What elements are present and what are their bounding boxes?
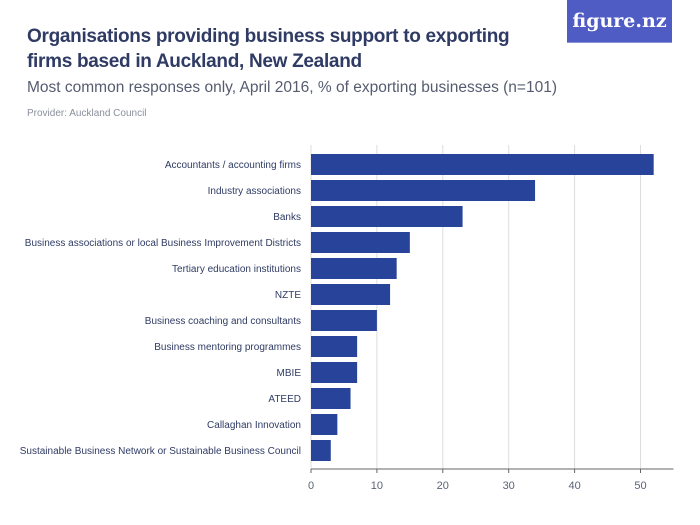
x-tick-label: 0 — [308, 480, 314, 492]
bar — [311, 284, 391, 305]
bar — [311, 336, 358, 357]
bar — [311, 154, 654, 175]
provider-label: Provider: Auckland Council — [27, 108, 147, 119]
bar — [311, 180, 536, 201]
figure-nz-logo[interactable]: figure.nz — [567, 0, 672, 42]
chart-subtitle: Most common responses only, April 2016, … — [27, 79, 558, 96]
category-label: Tertiary education institutions — [172, 264, 301, 275]
bar — [311, 362, 358, 383]
bar — [311, 206, 463, 227]
category-label: Accountants / accounting firms — [165, 160, 301, 171]
category-label: Sustainable Business Network or Sustaina… — [20, 446, 301, 457]
x-tick-label: 50 — [634, 480, 646, 492]
category-label: Callaghan Innovation — [207, 420, 301, 431]
category-label: Banks — [273, 212, 301, 223]
category-label: Business coaching and consultants — [145, 316, 301, 327]
category-label: ATEED — [268, 394, 301, 405]
category-label: MBIE — [277, 368, 302, 379]
bar — [311, 258, 397, 279]
bar — [311, 440, 331, 461]
category-label: Business mentoring programmes — [154, 342, 301, 353]
bar — [311, 310, 377, 331]
bar — [311, 414, 338, 435]
category-label: Business associations or local Business … — [25, 238, 301, 249]
x-tick-label: 10 — [371, 480, 383, 492]
x-tick-label: 40 — [568, 480, 580, 492]
bar — [311, 388, 351, 409]
bar — [311, 232, 410, 253]
x-tick-label: 20 — [437, 480, 449, 492]
logo-underline — [567, 42, 672, 43]
x-tick-label: 30 — [503, 480, 515, 492]
category-label: Industry associations — [208, 186, 301, 197]
chart-title: Organisations providing business support… — [27, 26, 510, 72]
category-label: NZTE — [275, 290, 301, 301]
